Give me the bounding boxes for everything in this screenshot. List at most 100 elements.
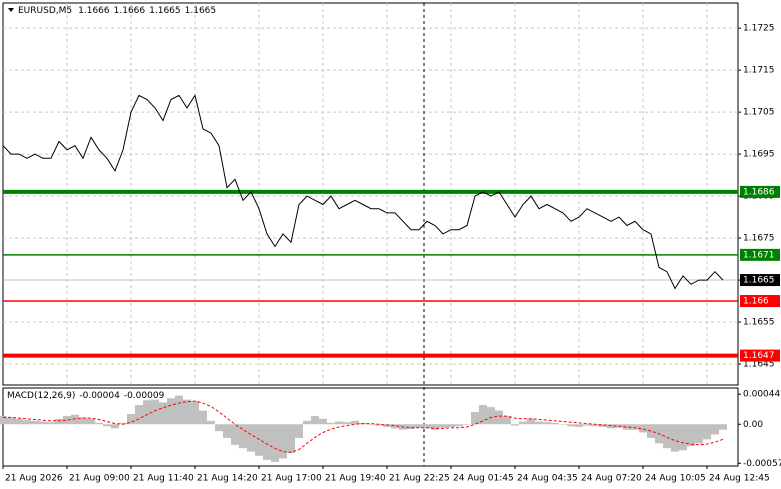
histogram-bar [39, 421, 47, 425]
histogram-bar [711, 424, 719, 435]
x-tick-label: 21 Aug 14:20 [197, 474, 258, 484]
histogram-bar [287, 424, 295, 453]
ohlc-low: 1.1665 [149, 6, 181, 16]
histogram-bar [431, 424, 439, 430]
histogram-bar [663, 424, 671, 449]
histogram-bar [191, 401, 199, 425]
x-tick-label: 24 Aug 01:45 [453, 474, 514, 484]
histogram-bar [271, 424, 279, 462]
level-label: 1.1671 [743, 250, 775, 260]
histogram-bar [719, 424, 727, 430]
x-tick-label: 21 Aug 19:40 [325, 474, 386, 484]
histogram-bar [559, 424, 567, 425]
symbol: EURUSD,M5 [18, 6, 72, 16]
histogram-bar [263, 424, 271, 460]
symbol-menu-icon[interactable] [8, 8, 14, 12]
signal-line [3, 400, 724, 453]
histogram-bar [623, 424, 631, 430]
histogram-bar [167, 398, 175, 425]
histogram-bar [391, 424, 399, 429]
histogram-bar [183, 399, 191, 425]
y-tick-label: 1.1695 [743, 150, 775, 160]
histogram-bar [95, 422, 103, 425]
histogram-bar [311, 416, 319, 425]
histogram-bar [487, 407, 495, 425]
histogram-bar [687, 424, 695, 447]
level-label: 1.1647 [743, 351, 775, 361]
histogram-bar [543, 422, 551, 425]
current-price-label: 1.1665 [743, 276, 775, 286]
level-label: 1.166 [743, 297, 769, 307]
histogram-bar [519, 421, 527, 425]
histogram-bar [87, 418, 95, 425]
histogram-bar [71, 414, 79, 425]
histogram-bar [247, 424, 255, 452]
y-tick-label: -0.00057 [743, 459, 781, 469]
x-tick-label: 21 Aug 22:25 [389, 474, 450, 484]
histogram-bar [383, 424, 391, 427]
histogram-bar [23, 420, 31, 425]
histogram-bar [599, 424, 607, 427]
x-tick-label: 24 Aug 10:05 [645, 474, 706, 484]
histogram-bar [151, 399, 159, 425]
main-frame [2, 2, 739, 386]
histogram-bar [375, 424, 383, 426]
histogram-bar [503, 416, 511, 425]
histogram-bar [679, 424, 687, 451]
histogram-bar [527, 418, 535, 425]
histogram-bar [215, 424, 223, 432]
y-tick-label: 1.1725 [743, 24, 775, 34]
histogram-bar [239, 424, 247, 449]
histogram-bar [639, 424, 647, 433]
histogram-bar [407, 424, 415, 430]
histogram-bar [591, 424, 599, 427]
level-label-box [740, 295, 780, 308]
y-tick-label: 1.1655 [743, 318, 775, 328]
histogram-bar [0, 416, 7, 425]
histogram-bar [295, 424, 303, 438]
histogram-bar [255, 424, 263, 456]
histogram-bar [143, 400, 151, 425]
histogram-bar [175, 395, 183, 425]
level-label-box [740, 185, 780, 198]
histogram-bar [159, 402, 167, 425]
histogram-bar [327, 422, 335, 425]
histogram-bar [199, 410, 207, 425]
macd-reading: -0.00004 [79, 391, 120, 401]
histogram-bar [479, 405, 487, 425]
histogram-bar [55, 418, 63, 425]
ohlc-high: 1.1666 [114, 6, 146, 16]
y-tick-label: 0.00 [743, 420, 763, 430]
histogram-bar [15, 418, 23, 425]
level-label-box [740, 349, 780, 362]
histogram-bar [415, 424, 423, 428]
x-tick-label: 24 Aug 12:45 [709, 474, 770, 484]
histogram-bar [455, 424, 463, 427]
y-tick-label: 0.00044 [743, 390, 780, 400]
histogram-bar [127, 414, 135, 425]
y-tick-label: 1.1715 [743, 66, 775, 76]
indicator: MACD(12,26,9) [7, 391, 75, 401]
level-label: 1.1686 [743, 187, 775, 197]
histogram-bar [439, 424, 447, 428]
histogram-bar [703, 424, 711, 440]
grid-layer [3, 3, 738, 385]
x-tick-label: 24 Aug 04:35 [517, 474, 578, 484]
histogram-bar [471, 411, 479, 425]
histogram-bar [367, 424, 375, 425]
histogram-bar [319, 418, 327, 425]
histogram-bar [47, 422, 55, 425]
histogram-bar [631, 424, 639, 430]
level-label-box [740, 248, 780, 261]
histogram-bar [343, 422, 351, 425]
histogram-bar [423, 424, 431, 429]
histogram-bar [63, 416, 71, 425]
histogram-bar [511, 424, 519, 426]
histogram-bar [671, 424, 679, 452]
macd-title: MACD(12,26,9) -0.00004 -0.00009 [7, 391, 165, 401]
signal-reading: -0.00009 [124, 391, 165, 401]
histogram-bar [111, 424, 119, 429]
histogram-bar [135, 405, 143, 425]
